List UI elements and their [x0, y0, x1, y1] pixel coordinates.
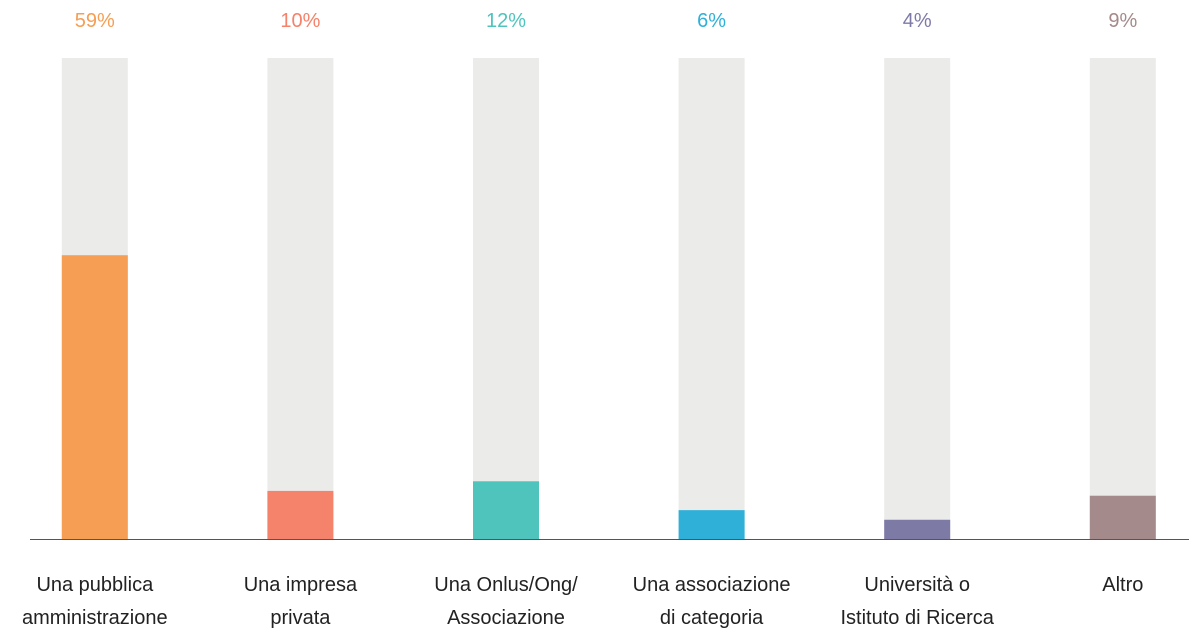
bar-track — [678, 58, 745, 539]
value-label: 4% — [902, 10, 932, 32]
bar — [884, 519, 951, 539]
value-label: 12% — [485, 10, 527, 32]
value-label: 59% — [74, 10, 115, 32]
bar-track — [884, 58, 951, 539]
value-label: 9% — [1108, 10, 1138, 32]
value-label: 6% — [697, 10, 727, 32]
x-tick-label: Università o Istituto di Ricerca — [840, 574, 994, 629]
x-tick-label: Una associazione di categoria — [632, 574, 791, 629]
bar — [61, 255, 128, 539]
bar-track — [473, 58, 539, 539]
bar — [267, 490, 334, 539]
bar — [473, 481, 539, 539]
bar — [1089, 495, 1156, 539]
value-label: 10% — [280, 10, 321, 32]
bar-track — [267, 58, 334, 539]
bar — [678, 510, 745, 539]
x-tick-label: Una pubblica amministrazione — [22, 574, 168, 629]
x-tick-label: Una Onlus/Ong/ Associazione — [434, 574, 578, 629]
bar-track — [1089, 58, 1156, 539]
x-tick-label: Altro — [1102, 574, 1144, 596]
x-tick-label: Una impresa privata — [243, 574, 358, 629]
